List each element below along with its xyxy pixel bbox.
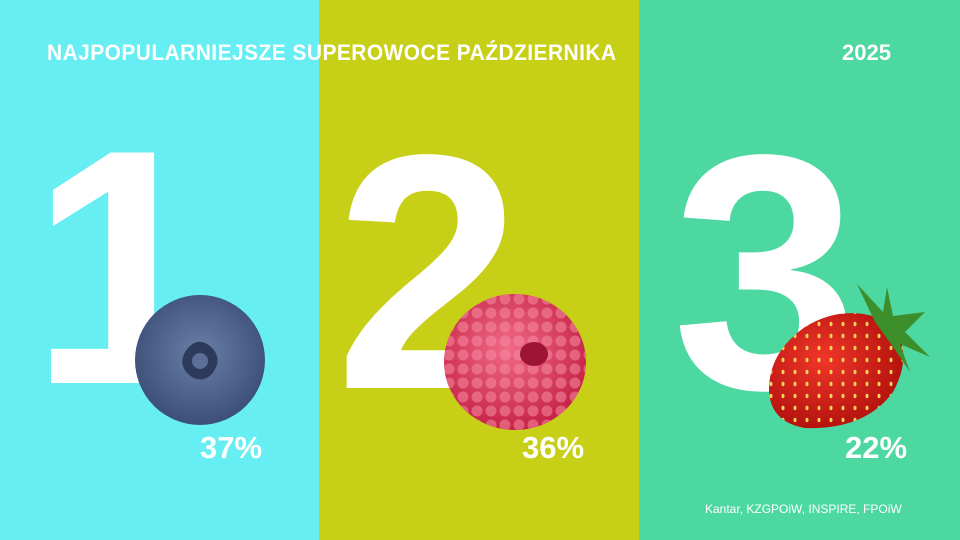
source-note: Kantar, KZGPOiW, INSPIRE, FPOiW [705,502,902,516]
blueberry-image [135,295,265,425]
page-title: NAJPOPULARNIEJSZE SUPEROWOCE PAŹDZIERNIK… [47,40,617,65]
panel-2 [319,0,639,540]
strawberry-image [769,284,930,429]
panel-3 [639,0,960,540]
raspberry-image [444,294,586,430]
panel-1 [0,0,319,540]
rank-3-percent: 22% [845,430,908,465]
year-label: 2025 [842,40,891,65]
rank-1-percent: 37% [200,430,263,465]
rank-2-percent: 36% [522,430,585,465]
